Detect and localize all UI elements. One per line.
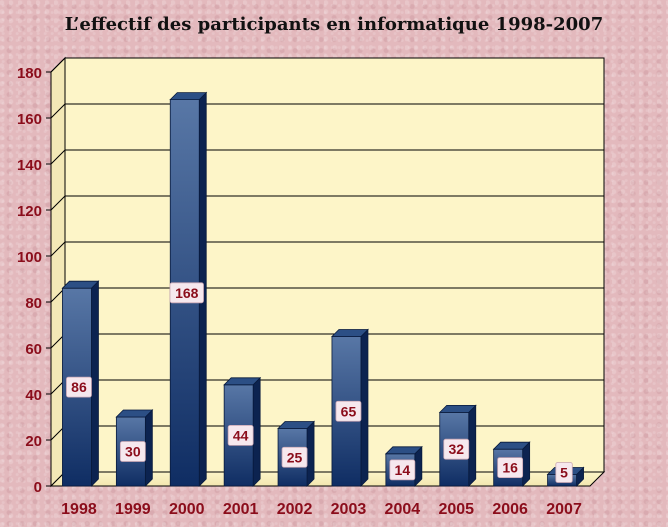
data-label-2005: 32	[443, 438, 470, 460]
y-tick-label: 40	[25, 387, 42, 404]
data-label-2004: 14	[389, 459, 416, 481]
bar-side	[252, 376, 261, 487]
data-label-text: 14	[395, 462, 411, 478]
y-tick-label: 60	[25, 341, 42, 358]
bar-top	[223, 377, 262, 386]
y-tick-label: 160	[17, 111, 42, 128]
y-tick-label: 120	[17, 203, 42, 220]
data-label-text: 44	[233, 427, 249, 443]
data-label-2003: 65	[335, 400, 362, 422]
data-label-box	[335, 400, 362, 422]
bar-top	[384, 446, 423, 455]
data-label-box	[389, 459, 416, 481]
bar-side	[522, 441, 531, 487]
data-label-2007: 5	[555, 462, 573, 483]
bar-side	[306, 420, 315, 487]
data-label-2000: 168	[169, 282, 204, 304]
bar-top	[115, 409, 154, 418]
data-label-box	[169, 282, 204, 304]
data-label-text: 32	[448, 441, 464, 457]
y-tick-label: 180	[17, 65, 42, 82]
data-label-box	[119, 441, 146, 462]
data-label-text: 65	[341, 403, 357, 419]
data-label-text: 16	[502, 460, 518, 476]
y-tick-label: 20	[25, 433, 42, 450]
x-tick-label: 2003	[331, 501, 367, 518]
gridline	[50, 149, 604, 165]
data-label-text: 25	[287, 449, 303, 465]
data-label-2006: 16	[497, 457, 524, 479]
data-label-box	[497, 457, 524, 479]
data-label-1998: 86	[66, 376, 92, 398]
data-label-text: 30	[125, 444, 141, 460]
gridline	[50, 195, 604, 211]
bar-side	[360, 328, 369, 487]
x-tick-label: 2005	[438, 501, 474, 518]
data-label-box	[443, 438, 470, 460]
bar-top	[169, 92, 208, 100]
bar-side	[468, 404, 477, 487]
gridline	[50, 103, 604, 119]
bar-top	[438, 404, 477, 413]
chart-title: L’effectif des participants en informati…	[64, 14, 604, 35]
data-label-text: 86	[71, 379, 87, 395]
data-label-1999: 30	[119, 441, 146, 462]
bar-top	[277, 421, 316, 429]
data-label-box	[555, 462, 573, 483]
bar-side	[144, 409, 153, 487]
gridline	[50, 241, 604, 257]
data-label-2001: 44	[227, 424, 254, 446]
data-label-box	[281, 446, 308, 468]
x-tick-label: 2001	[223, 501, 259, 518]
bar-top	[492, 441, 531, 450]
bar-side	[91, 280, 99, 487]
bar-top	[330, 329, 369, 337]
x-tick-label: 2006	[492, 501, 528, 518]
y-tick-label: 140	[17, 157, 42, 174]
data-label-box	[66, 376, 92, 398]
x-tick-label: 2000	[169, 501, 205, 518]
data-label-text: 5	[560, 465, 568, 481]
data-label-text: 168	[175, 285, 199, 301]
data-label-box	[227, 424, 254, 446]
y-tick-label: 0	[34, 479, 42, 496]
y-tick-label: 80	[25, 295, 42, 312]
x-tick-label: 2002	[277, 501, 313, 518]
x-tick-label: 2004	[385, 501, 421, 518]
gridline	[50, 57, 604, 73]
x-tick-label: 1999	[115, 501, 151, 518]
data-label-2002: 25	[281, 446, 308, 468]
x-tick-label: 2007	[546, 501, 582, 518]
bar-top	[61, 280, 100, 289]
y-tick-label: 100	[17, 249, 42, 266]
x-tick-label: 1998	[61, 501, 97, 518]
